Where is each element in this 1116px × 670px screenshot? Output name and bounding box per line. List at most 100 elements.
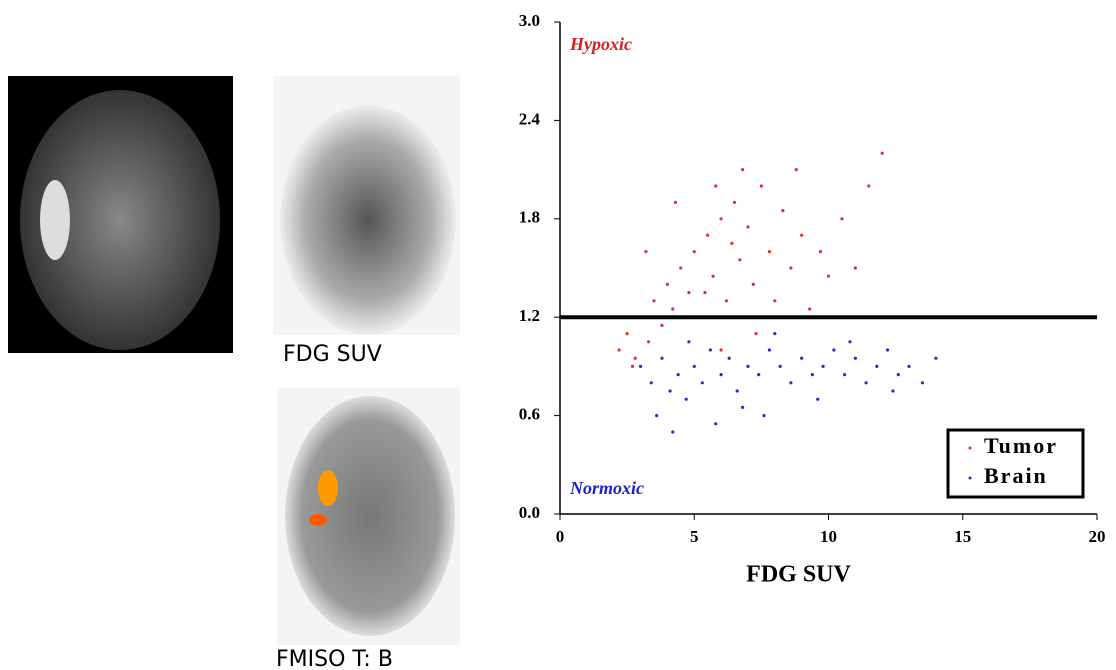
point xyxy=(730,241,734,245)
point xyxy=(673,200,678,204)
point xyxy=(778,364,782,368)
point xyxy=(800,356,804,360)
point xyxy=(934,356,938,360)
point xyxy=(714,422,718,426)
point xyxy=(789,381,793,385)
point xyxy=(875,364,879,368)
point xyxy=(719,373,723,377)
point xyxy=(655,414,659,418)
point xyxy=(633,356,637,360)
y-tick-label: 2.4 xyxy=(519,109,541,128)
point xyxy=(714,184,718,188)
point xyxy=(848,340,852,344)
fmiso-hotspot xyxy=(309,514,327,526)
mri-lesion xyxy=(40,180,70,260)
x-axis-label: FDG SUV xyxy=(746,562,851,588)
point xyxy=(660,356,664,360)
scatter-chart: 0.0 0.6 1.2 1.8 2.4 3.0 0 5 10 15 20 FDG SUV Hypoxic… xyxy=(519,11,1106,588)
point xyxy=(625,332,629,336)
fmiso-hotspot xyxy=(318,470,338,506)
point xyxy=(746,364,750,368)
point xyxy=(853,356,857,360)
mri-brain xyxy=(20,90,220,350)
y-tick-label: 3.0 xyxy=(519,11,540,30)
y-tick-label: 1.2 xyxy=(519,306,540,325)
point xyxy=(687,340,691,344)
point xyxy=(832,348,836,352)
point xyxy=(751,282,755,286)
point xyxy=(773,332,777,336)
point xyxy=(757,373,761,377)
point xyxy=(800,233,804,237)
point xyxy=(821,364,825,368)
legend-marker xyxy=(968,446,972,450)
caption: FMISO T: B xyxy=(276,647,393,670)
point xyxy=(630,364,635,368)
point xyxy=(759,184,763,188)
point xyxy=(789,266,793,270)
point xyxy=(638,364,643,368)
x-tick-label: 5 xyxy=(690,527,699,546)
point xyxy=(767,250,772,254)
point xyxy=(679,266,683,270)
point xyxy=(644,250,648,254)
point xyxy=(808,307,812,311)
annotation: Hypoxic xyxy=(569,34,632,54)
point xyxy=(740,405,745,409)
legend-label: Tumor xyxy=(984,433,1058,458)
point xyxy=(671,430,675,434)
point xyxy=(652,299,656,303)
point xyxy=(719,217,723,221)
point xyxy=(853,266,857,270)
point xyxy=(896,373,900,377)
point xyxy=(719,348,723,352)
point xyxy=(740,168,745,172)
x-tick-label: 0 xyxy=(556,527,565,546)
point xyxy=(649,381,653,385)
point xyxy=(826,274,831,278)
point xyxy=(885,348,890,352)
point xyxy=(773,299,777,303)
point xyxy=(880,151,884,155)
legend-box xyxy=(946,428,1085,499)
point xyxy=(703,291,707,295)
legend-label: Brain xyxy=(984,463,1048,488)
point xyxy=(746,225,750,229)
point xyxy=(671,307,675,311)
fmiso-brain xyxy=(285,396,455,636)
x-tick-label: 15 xyxy=(954,527,971,546)
point xyxy=(818,250,823,254)
y-tick-label: 0.6 xyxy=(519,405,540,424)
point xyxy=(781,209,785,213)
point xyxy=(794,168,798,172)
point xyxy=(724,299,729,303)
point xyxy=(767,348,772,352)
point xyxy=(816,397,820,401)
point xyxy=(727,356,731,360)
caption: FDG SUV xyxy=(283,342,382,367)
point xyxy=(864,381,868,385)
point xyxy=(684,397,688,401)
point xyxy=(732,200,737,204)
x-tick-label: 20 xyxy=(1089,527,1106,546)
point xyxy=(907,364,911,368)
point xyxy=(891,389,895,393)
point xyxy=(711,274,715,278)
legend-marker xyxy=(968,476,972,480)
point xyxy=(692,250,696,254)
point xyxy=(840,217,844,221)
point xyxy=(676,373,680,377)
point xyxy=(867,184,871,188)
point xyxy=(617,348,621,352)
point xyxy=(647,340,651,344)
point xyxy=(665,282,670,286)
point xyxy=(843,373,847,377)
annotation: Normoxic xyxy=(569,478,644,498)
point xyxy=(762,414,766,418)
point xyxy=(920,381,925,385)
point xyxy=(692,364,696,368)
x-tick-label: 10 xyxy=(820,527,837,546)
point xyxy=(754,332,758,336)
